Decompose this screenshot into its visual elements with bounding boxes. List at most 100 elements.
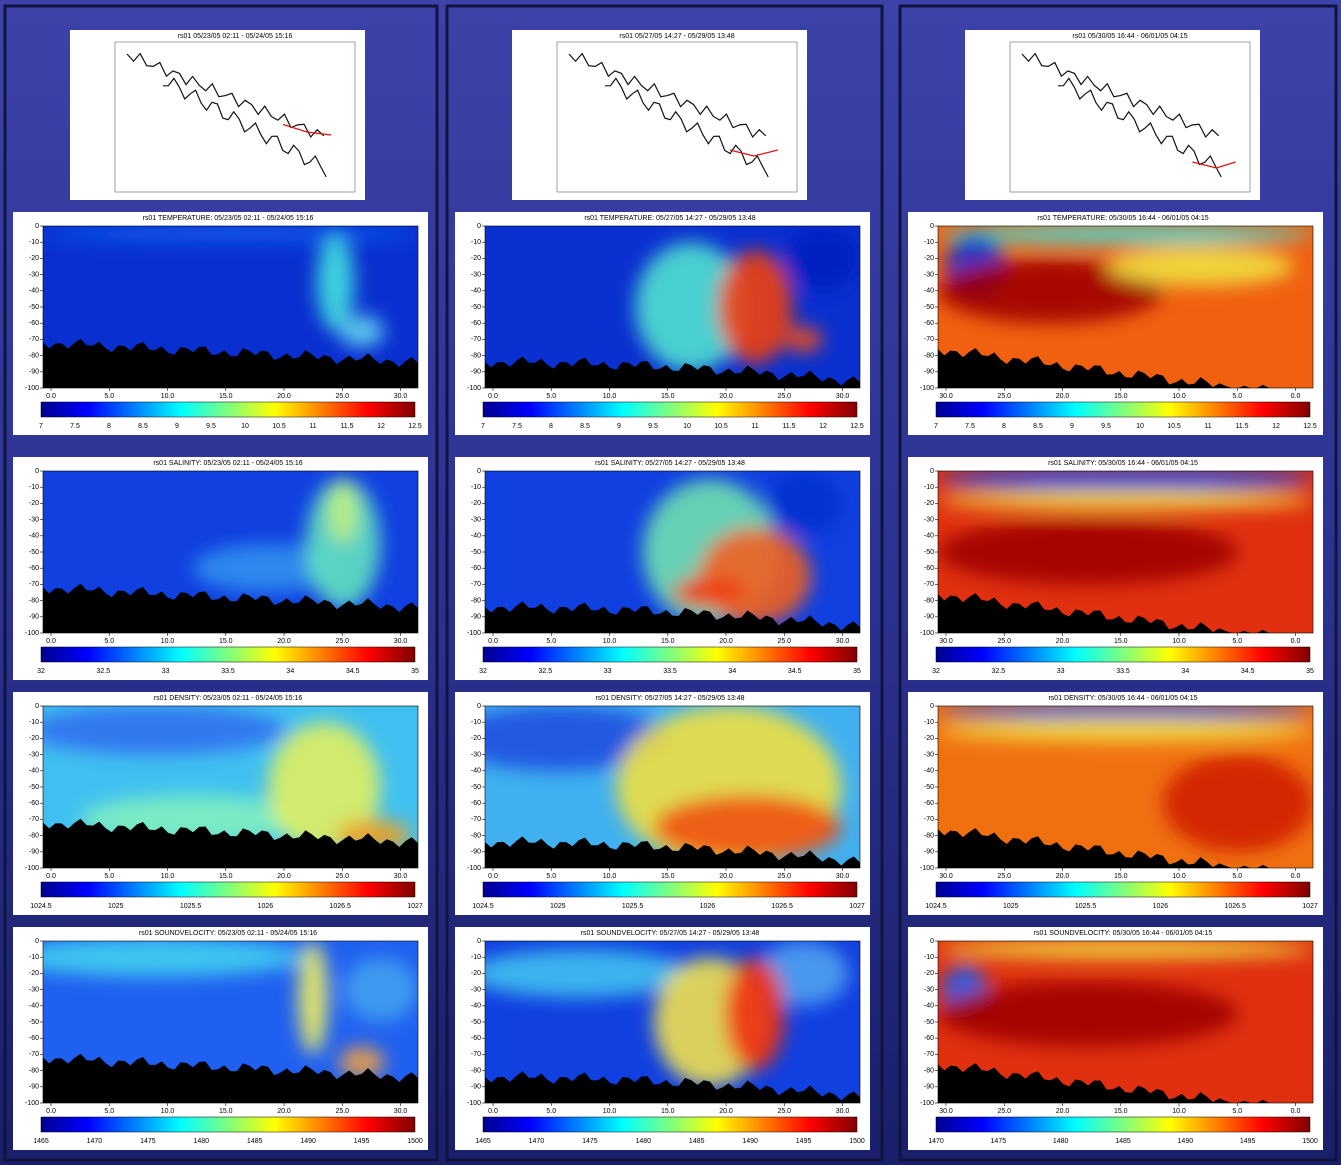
y-tick-label: -60 (29, 1035, 39, 1042)
x-tick-label: 20.0 (277, 393, 291, 400)
y-tick-label: -50 (924, 784, 934, 791)
y-tick-label: -90 (924, 1084, 934, 1091)
colorbar-tick-label: 1485 (247, 1138, 263, 1145)
x-tick-label: 10.0 (603, 1108, 617, 1115)
x-tick-label: 15.0 (219, 1108, 233, 1115)
heatmap (466, 941, 860, 1103)
water-mass (673, 576, 748, 608)
colorbar-tick-label: 1480 (1053, 1138, 1069, 1145)
colorbar-tick-label: 9 (175, 423, 179, 430)
x-tick-label: 0.0 (46, 638, 56, 645)
y-tick-label: -100 (920, 1100, 934, 1107)
x-tick-label: 15.0 (1114, 393, 1128, 400)
x-tick-label: 5.0 (1232, 1108, 1242, 1115)
y-tick-label: -50 (924, 304, 934, 311)
y-tick-label: -80 (29, 597, 39, 604)
y-tick-label: -40 (471, 533, 481, 540)
x-tick-label: 10.0 (161, 393, 175, 400)
heatmap (938, 701, 1313, 868)
y-tick-label: -80 (471, 352, 481, 359)
colorbar (936, 1117, 1310, 1132)
colorbar-tick-label: 12 (377, 423, 385, 430)
y-tick-label: -10 (29, 484, 39, 491)
colorbar (41, 882, 415, 897)
y-tick-label: -100 (467, 1100, 481, 1107)
y-tick-label: -30 (29, 516, 39, 523)
y-tick-label: 0 (35, 938, 39, 945)
y-tick-label: -40 (924, 768, 934, 775)
x-tick-label: 5.0 (104, 873, 114, 880)
heatmap (938, 939, 1313, 1103)
y-tick-label: -10 (29, 239, 39, 246)
colorbar-tick-label: 1024.5 (925, 903, 947, 910)
y-tick-label: -50 (924, 1019, 934, 1026)
y-tick-label: -80 (29, 832, 39, 839)
heatmap (938, 466, 1313, 633)
y-tick-label: -40 (29, 768, 39, 775)
water-mass (938, 224, 1313, 243)
y-tick-label: -30 (29, 271, 39, 278)
colorbar-tick-label: 1027 (407, 903, 423, 910)
heatmap (43, 471, 418, 633)
x-tick-label: 5.0 (104, 393, 114, 400)
colorbar-tick-label: 12 (819, 423, 827, 430)
plot-title: rs01 SALINITY: 05/30/05 16:44 - 06/01/05… (1048, 460, 1198, 467)
x-tick-label: 0.0 (488, 393, 498, 400)
colorbar-tick-label: 33.5 (1116, 668, 1130, 675)
water-mass (43, 226, 418, 242)
colorbar (483, 647, 857, 662)
y-tick-label: -10 (29, 954, 39, 961)
x-tick-label: 25.0 (997, 1108, 1011, 1115)
x-tick-label: 30.0 (939, 638, 953, 645)
water-mass (938, 490, 1313, 509)
x-tick-label: 10.0 (603, 393, 617, 400)
x-tick-label: 10.0 (1172, 873, 1186, 880)
y-tick-label: -90 (29, 1084, 39, 1091)
y-tick-label: 0 (930, 938, 934, 945)
colorbar-tick-label: 11.5 (782, 423, 795, 430)
y-tick-label: -50 (471, 549, 481, 556)
y-tick-label: -60 (29, 800, 39, 807)
x-tick-label: 10.0 (1172, 1108, 1186, 1115)
x-tick-label: 30.0 (394, 1108, 408, 1115)
x-tick-label: 5.0 (104, 638, 114, 645)
y-tick-label: -100 (25, 865, 39, 872)
y-tick-label: -100 (920, 630, 934, 637)
x-tick-label: 25.0 (777, 393, 791, 400)
section-plot: rs01 SALINITY: 05/27/05 14:27 - 05/29/05… (455, 457, 870, 680)
x-tick-label: 15.0 (219, 873, 233, 880)
y-tick-label: -90 (471, 849, 481, 856)
colorbar-tick-label: 1027 (849, 903, 865, 910)
y-tick-label: -90 (471, 614, 481, 621)
colorbar-tick-label: 8.5 (1033, 423, 1043, 430)
y-tick-label: 0 (477, 468, 481, 475)
x-tick-label: 25.0 (997, 638, 1011, 645)
y-tick-label: 0 (35, 703, 39, 710)
y-tick-label: -60 (924, 1035, 934, 1042)
colorbar-tick-label: 1024.5 (472, 903, 494, 910)
y-tick-label: -80 (924, 352, 934, 359)
x-tick-label: 15.0 (219, 393, 233, 400)
x-tick-label: 25.0 (335, 638, 349, 645)
y-tick-label: -80 (471, 1067, 481, 1074)
plot-title: rs01 SALINITY: 05/27/05 14:27 - 05/29/05… (595, 460, 745, 467)
y-tick-label: -20 (471, 255, 481, 262)
x-tick-label: 0.0 (488, 638, 498, 645)
colorbar-tick-label: 10.5 (272, 423, 286, 430)
heatmap (485, 471, 860, 633)
colorbar (41, 402, 415, 417)
y-tick-label: -70 (924, 1051, 934, 1058)
plot-title: rs01 TEMPERATURE: 05/30/05 16:44 - 06/01… (1037, 215, 1208, 222)
colorbar-tick-label: 11.5 (1235, 423, 1248, 430)
y-tick-label: -20 (29, 255, 39, 262)
colorbar-tick-label: 7 (934, 423, 938, 430)
section-plot: rs01 DENSITY: 05/27/05 14:27 - 05/29/05 … (448, 692, 871, 915)
y-tick-label: -80 (924, 1067, 934, 1074)
colorbar-tick-label: 1470 (87, 1138, 103, 1145)
section-plot: rs01 SALINITY: 05/30/05 16:44 - 06/01/05… (908, 457, 1323, 680)
x-tick-label: 30.0 (836, 873, 850, 880)
colorbar-tick-label: 32 (479, 668, 487, 675)
y-tick-label: -10 (924, 239, 934, 246)
water-mass (24, 706, 287, 755)
colorbar-tick-label: 7.5 (512, 423, 522, 430)
